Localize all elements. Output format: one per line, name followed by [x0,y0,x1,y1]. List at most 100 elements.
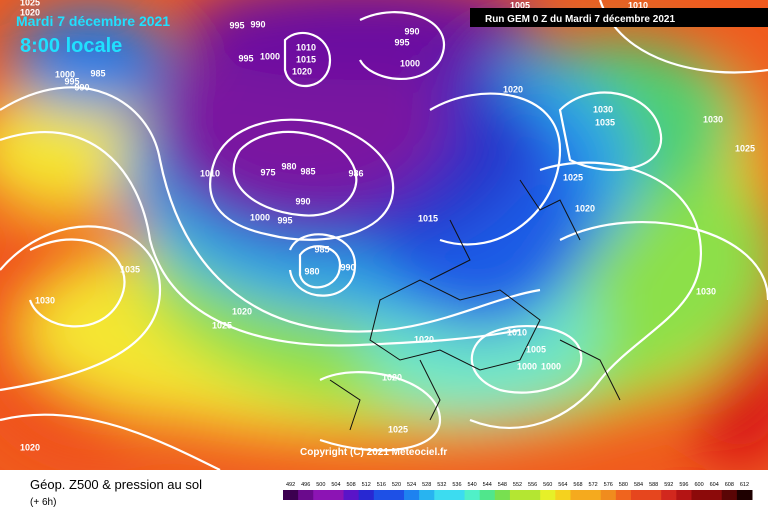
colorbar-swatch [328,490,345,500]
colorbar-swatch [540,490,556,500]
copyright: Copyright (C) 2021 Meteociel.fr [300,447,447,458]
colorbar-swatch [676,490,692,500]
pressure-label: 995 [229,20,244,30]
pressure-label: 985 [300,166,315,176]
colorbar-label: 504 [331,482,340,488]
pressure-label: 1000 [400,58,420,68]
pressure-label: 1000 [260,51,280,61]
pressure-label: 1020 [292,66,312,76]
pressure-label: 990 [74,82,89,92]
colorbar-label: 532 [437,482,446,488]
colorbar-swatch [373,490,390,500]
colorbar-label: 608 [725,482,734,488]
pressure-label: 1020 [414,334,434,344]
colorbar-label: 496 [301,482,310,488]
pressure-label: 980 [304,266,319,276]
local-time: 8:00 locale [20,35,122,57]
pressure-label: 1015 [296,54,316,64]
colorbar-swatch [646,490,662,500]
colorbar-label: 508 [346,482,355,488]
pressure-label: 1025 [212,320,232,330]
colorbar-label: 544 [483,482,492,488]
pressure-label: 985 [90,68,105,78]
pressure-label: 1010 [200,168,220,178]
colorbar-swatch [404,490,420,500]
pressure-label: 995 [238,53,253,63]
colorbar-swatch [313,490,329,500]
colorbar-label: 612 [740,482,749,488]
pressure-label: 1020 [575,203,595,213]
colorbar-label: 592 [664,482,673,488]
pressure-label: 1030 [703,114,723,124]
pressure-labels: 1025 1020 1000 985 990 995 995 990 995 1… [20,0,755,452]
pressure-label: 990 [404,26,419,36]
colorbar-swatch [449,490,466,500]
colorbar-label: 556 [528,482,537,488]
colorbar-swatch [691,490,708,500]
pressure-label: 1030 [593,104,613,114]
colorbar-swatch [615,490,632,500]
colorbar-label: 600 [694,482,703,488]
colorbar-swatch [283,490,299,500]
pressure-label: 995 [277,215,292,225]
pressure-label: 986 [348,168,363,178]
footer-title: Géop. Z500 & pression au sol [30,477,202,492]
colorbar-swatch [585,490,602,500]
colorbar-label: 540 [468,482,477,488]
pressure-label: 1005 [510,0,530,10]
colorbar-swatch [600,490,617,500]
colorbar-label: 500 [316,482,325,488]
pressure-label: 1005 [526,344,546,354]
run-info: Run GEM 0 Z du Mardi 7 décembre 2021 [485,14,675,25]
pressure-label: 1035 [120,264,140,274]
colorbar-label: 492 [286,482,295,488]
colorbar-swatch [388,490,405,500]
colorbar-label: 516 [377,482,386,488]
pressure-label: 1020 [20,7,40,17]
pressure-label: 1000 [250,212,270,222]
geopotential-field [0,0,768,470]
colorbar-label: 596 [679,482,688,488]
pressure-label: 990 [250,19,265,29]
pressure-label: 995 [64,76,79,86]
colorbar-swatch [570,490,587,500]
pressure-label: 1020 [382,372,402,382]
colorbar-swatch [661,490,677,500]
colorbar-swatch [721,490,738,500]
colorbar-label: 524 [407,482,416,488]
colorbar-label: 560 [543,482,552,488]
colorbar-label: 520 [392,482,401,488]
pressure-label: 985 [314,244,329,254]
colorbar-label: 572 [589,482,598,488]
colorbar-swatch [419,490,435,500]
pressure-label: 1035 [595,117,615,127]
colorbar: 492 496 500 504 508 512 516 520 524 528 532 536 540 5… [283,482,753,500]
colorbar-label: 576 [604,482,613,488]
pressure-label: 980 [281,161,296,171]
colorbar-label: 528 [422,482,431,488]
colorbar-swatch [555,490,571,500]
pressure-label: 1020 [503,84,523,94]
colorbar-label: 548 [498,482,507,488]
colorbar-swatch [525,490,541,500]
pressure-label: 1000 [517,361,537,371]
colorbar-swatch [464,490,481,500]
pressure-label: 1030 [696,286,716,296]
run-box [470,8,768,27]
pressure-label: 1030 [35,295,55,305]
colorbar-label: 512 [362,482,371,488]
colorbar-label: 552 [513,482,522,488]
pressure-label: 1000 [55,69,75,79]
colorbar-label: 536 [452,482,461,488]
colorbar-swatch [298,490,314,500]
colorbar-swatch [630,490,647,500]
colorbar-swatch [358,490,375,500]
pressure-label: 1020 [232,306,252,316]
date: Mardi 7 décembre 2021 [16,13,170,29]
pressure-label: 1025 [20,0,40,7]
colorbar-swatch [706,490,723,500]
pressure-label: 1010 [507,327,527,337]
pressure-label: 990 [340,262,355,272]
colorbar-label: 580 [619,482,628,488]
